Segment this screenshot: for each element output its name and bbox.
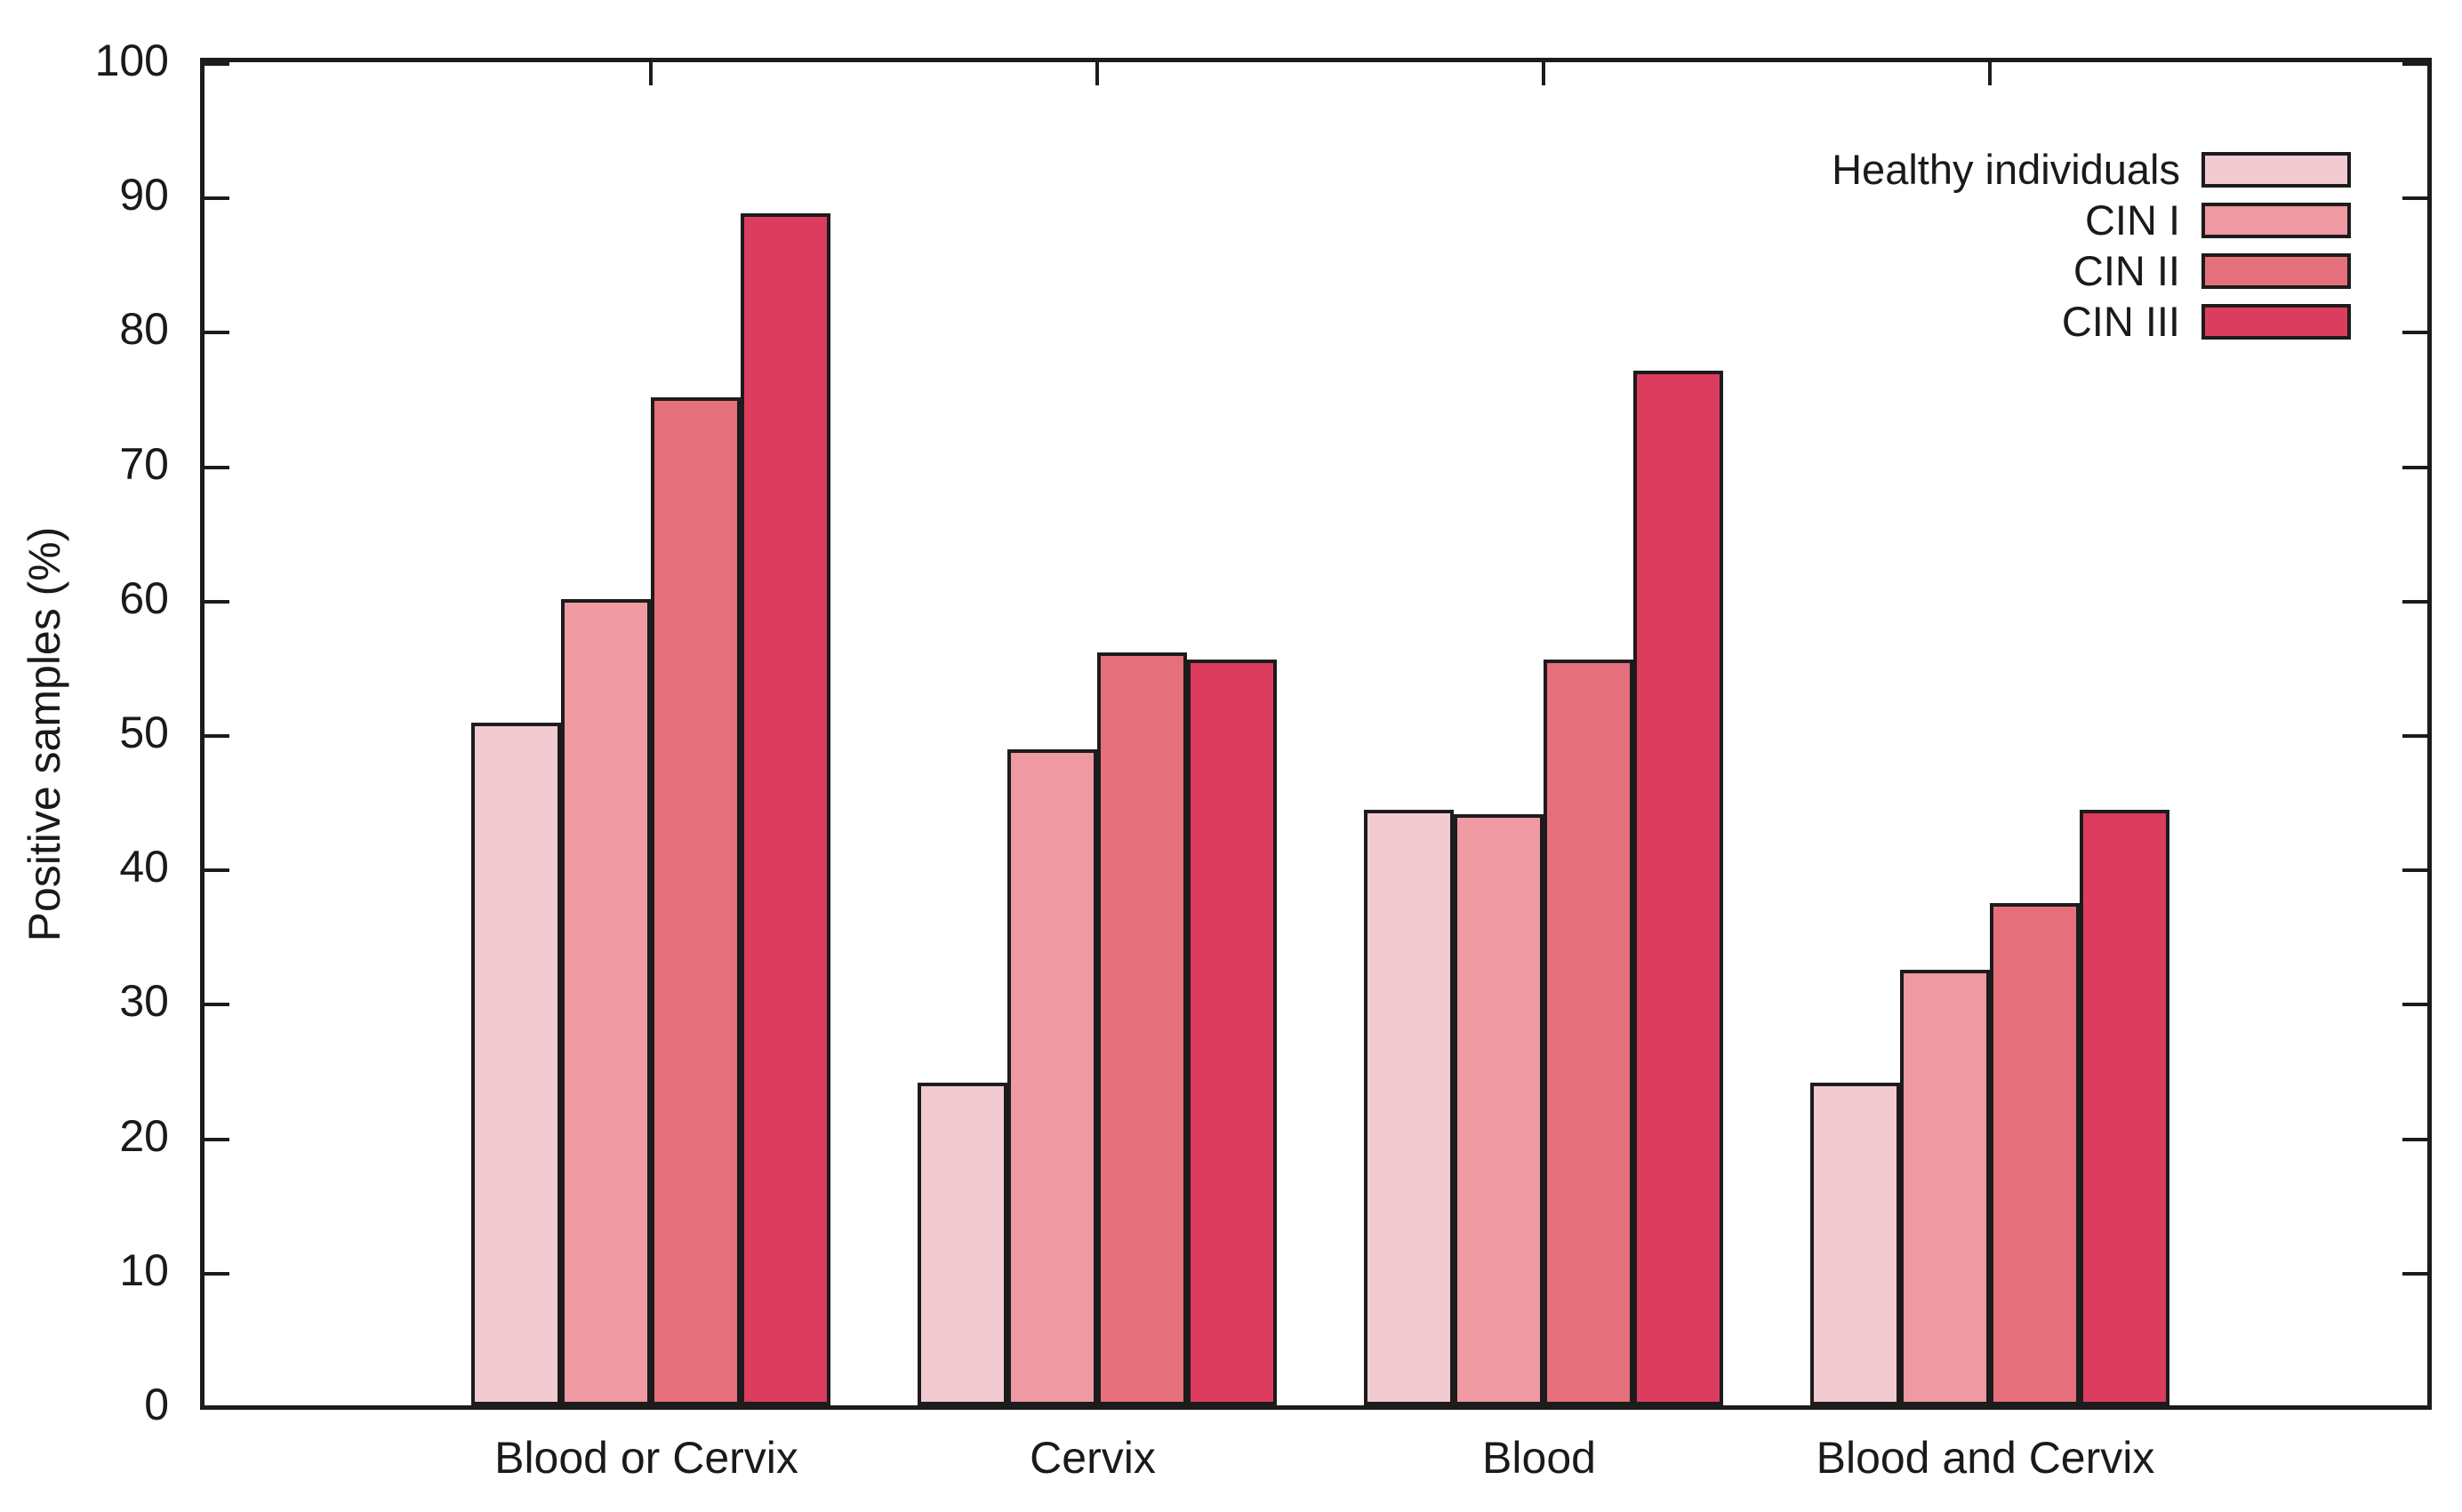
y-tick-label: 80 (119, 304, 169, 354)
y-tick-mark (204, 331, 229, 334)
y-tick-mark (2402, 734, 2427, 738)
x-category-label: Cervix (1030, 1433, 1156, 1483)
bar-cin-iii-cervix (1187, 660, 1277, 1405)
x-tick-mark (1542, 62, 1545, 85)
legend-label: CIN II (2073, 247, 2180, 294)
x-tick-mark (649, 62, 653, 85)
y-tick-mark (2402, 62, 2427, 66)
bar-cin-iii-blood (1633, 371, 1723, 1405)
y-tick-mark (204, 734, 229, 738)
bar-healthy-individuals-blood (1364, 810, 1454, 1405)
legend-swatch-icon (2201, 252, 2351, 289)
plot-area: Healthy individuals CIN I CIN II CIN III (200, 58, 2432, 1410)
legend-row: CIN III (1832, 296, 2351, 347)
x-tick-mark (1988, 62, 1992, 85)
y-tick-mark (204, 62, 229, 66)
y-tick-mark (2402, 1272, 2427, 1276)
y-tick-mark (204, 1272, 229, 1276)
y-tick-label: 10 (119, 1245, 169, 1295)
legend-row: CIN I (1832, 195, 2351, 245)
y-tick-mark (2402, 1003, 2427, 1006)
bar-healthy-individuals-cervix (918, 1083, 1007, 1405)
y-tick-mark (204, 466, 229, 469)
y-tick-mark (204, 600, 229, 604)
y-tick-mark (204, 1406, 229, 1410)
x-tick-mark (1095, 62, 1099, 85)
bar-cin-iii-blood-and-cervix (2080, 810, 2169, 1405)
y-tick-mark (2402, 600, 2427, 604)
bar-cin-i-blood (1454, 814, 1544, 1405)
y-tick-mark (2402, 331, 2427, 334)
bar-cin-ii-blood-and-cervix (1990, 903, 2080, 1405)
bar-cin-ii-blood-or-cervix (651, 397, 741, 1405)
bar-cin-i-cervix (1007, 749, 1097, 1405)
y-tick-label: 30 (119, 976, 169, 1026)
bar-healthy-individuals-blood-or-cervix (471, 723, 561, 1405)
y-tick-mark (204, 868, 229, 872)
y-tick-label: 60 (119, 573, 169, 623)
bar-cin-iii-blood-or-cervix (741, 213, 830, 1405)
y-tick-label: 20 (119, 1111, 169, 1161)
y-tick-mark (204, 1003, 229, 1006)
bar-cin-i-blood-or-cervix (561, 599, 651, 1405)
y-tick-mark (2402, 1406, 2427, 1410)
y-tick-label: 50 (119, 708, 169, 757)
bar-cin-i-blood-and-cervix (1900, 970, 1990, 1405)
y-tick-mark (2402, 196, 2427, 200)
bar-cin-ii-cervix (1097, 652, 1187, 1405)
y-tick-mark (204, 1138, 229, 1141)
legend-label: CIN I (2084, 196, 2180, 244)
y-tick-mark (2402, 868, 2427, 872)
legend-row: CIN II (1832, 245, 2351, 296)
y-tick-label: 100 (94, 36, 169, 85)
legend-swatch-icon (2201, 151, 2351, 188)
y-tick-mark (2402, 1138, 2427, 1141)
legend-row: Healthy individuals (1832, 144, 2351, 195)
y-tick-label: 70 (119, 439, 169, 489)
legend-label: Healthy individuals (1832, 146, 2180, 193)
legend-swatch-icon (2201, 202, 2351, 238)
y-tick-mark (2402, 466, 2427, 469)
legend: Healthy individuals CIN I CIN II CIN III (1832, 144, 2351, 347)
bar-healthy-individuals-blood-and-cervix (1810, 1083, 1900, 1405)
x-category-label: Blood and Cervix (1816, 1433, 2155, 1483)
x-category-label: Blood (1482, 1433, 1596, 1483)
y-tick-label: 0 (144, 1380, 169, 1429)
y-tick-label: 90 (119, 170, 169, 220)
legend-label: CIN III (2061, 298, 2180, 345)
bar-cin-ii-blood (1544, 660, 1633, 1405)
y-tick-label: 40 (119, 842, 169, 892)
legend-swatch-icon (2201, 303, 2351, 340)
x-category-label: Blood or Cervix (494, 1433, 798, 1483)
y-tick-mark (204, 196, 229, 200)
